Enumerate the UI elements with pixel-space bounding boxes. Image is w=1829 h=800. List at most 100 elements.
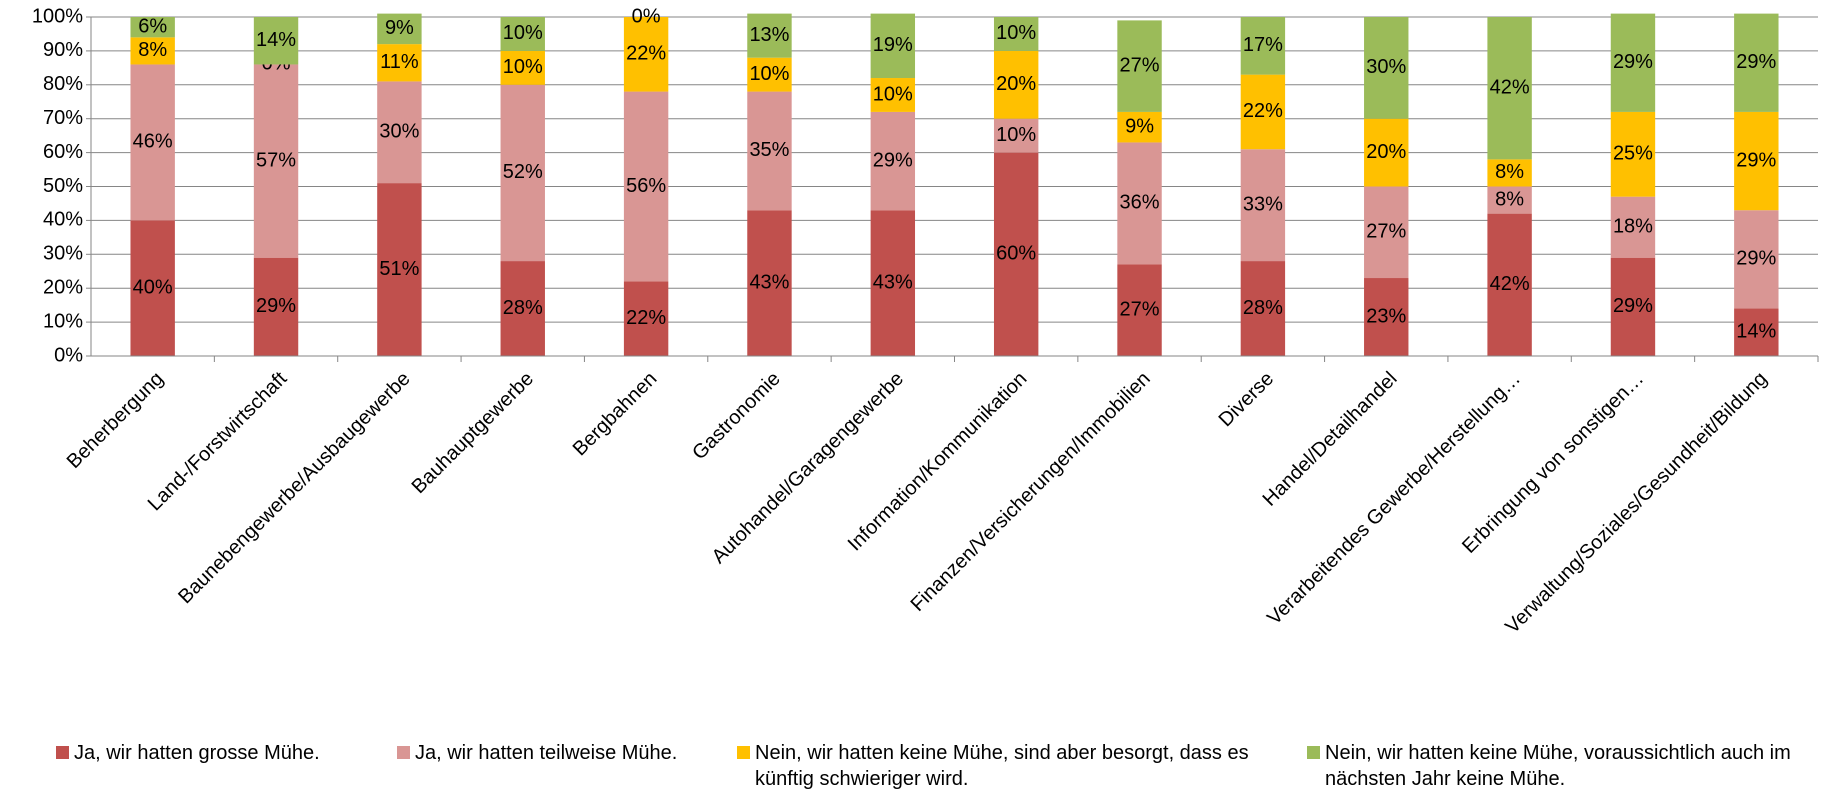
x-tick-label: Beherbergung <box>63 368 168 473</box>
legend-label: Nein, wir hatten keine Mühe, sind aber b… <box>755 742 1249 790</box>
bar-segment <box>377 44 422 82</box>
bar-segment <box>1117 264 1162 356</box>
bar-segment <box>993 152 1039 356</box>
bar-segment <box>747 210 792 356</box>
data-label: 18% <box>1613 215 1653 237</box>
data-label: 29% <box>873 149 913 171</box>
data-label: 56% <box>626 175 666 197</box>
bar-segment <box>253 64 299 258</box>
bar-segment <box>500 50 545 85</box>
bar-segment <box>1487 17 1532 160</box>
bar-segment <box>1364 186 1409 279</box>
data-label: 14% <box>1736 321 1776 343</box>
legend-swatch <box>56 746 69 759</box>
data-label: 20% <box>996 73 1036 95</box>
legend-swatch <box>397 746 410 759</box>
data-label: 10% <box>749 63 789 85</box>
bar-segment <box>1240 17 1286 75</box>
data-label: 10% <box>873 83 913 105</box>
data-label: 29% <box>1736 248 1776 270</box>
data-label: 22% <box>626 43 666 65</box>
bar-segment <box>1734 13 1779 112</box>
x-tick-label: Bergbahnen <box>569 368 662 461</box>
x-tick-label: Finanzen/Versicherungen/Immobilien <box>907 368 1155 616</box>
bar-segment <box>747 57 792 92</box>
bar-segment <box>870 111 916 211</box>
data-label: 28% <box>1243 297 1283 319</box>
data-label: 29% <box>1736 149 1776 171</box>
y-tick-label: 60% <box>43 141 83 163</box>
x-tick-label: Verwaltung/Soziales/Gesundheit/Bildung <box>1501 368 1771 638</box>
data-label: 17% <box>1243 34 1283 56</box>
x-tick-label: Gastronomie <box>688 368 785 465</box>
bar-segment <box>1487 213 1532 356</box>
data-label: 27% <box>1120 54 1160 76</box>
y-tick-label: 0% <box>54 344 83 366</box>
legend-item: Ja, wir hatten teilweise Mühe. <box>397 740 677 766</box>
y-tick-label: 40% <box>43 209 83 231</box>
legend-label: Ja, wir hatten teilweise Mühe. <box>415 742 678 764</box>
bar-segment <box>130 64 175 221</box>
data-label: 23% <box>1366 305 1406 327</box>
bar-segment <box>1364 278 1409 356</box>
data-label: 8% <box>138 39 167 61</box>
data-label: 36% <box>1120 192 1160 214</box>
data-label: 25% <box>1613 143 1653 165</box>
data-label: 43% <box>749 271 789 293</box>
data-label: 40% <box>133 276 173 298</box>
bar-segment <box>870 78 916 112</box>
data-label: 35% <box>749 139 789 161</box>
data-label: 22% <box>1243 100 1283 122</box>
y-tick-label: 80% <box>43 73 83 95</box>
data-label: 14% <box>256 29 296 51</box>
bar-segment <box>1610 196 1656 258</box>
legend-swatch <box>1307 746 1320 759</box>
bar-segment <box>1610 13 1656 112</box>
bar-segment <box>130 37 175 65</box>
x-tick-label: Verarbeitendes Gewerbe/Herstellung… <box>1263 368 1525 630</box>
data-label: 51% <box>379 258 419 280</box>
bar-segment <box>870 210 916 356</box>
bar-segment <box>1117 142 1162 265</box>
data-label: 10% <box>996 124 1036 146</box>
y-tick-label: 90% <box>43 39 83 61</box>
legend-label: Ja, wir hatten grosse Mühe. <box>74 742 320 764</box>
bar-segment <box>377 13 422 45</box>
bar-segment <box>623 17 669 92</box>
data-label: 20% <box>1366 141 1406 163</box>
x-tick-label: Handel/Detailhandel <box>1259 368 1402 511</box>
y-tick-label: 10% <box>43 310 83 332</box>
bar-segment <box>253 257 299 356</box>
data-label: 30% <box>379 121 419 143</box>
legend-item: Nein, wir hatten keine Mühe, sind aber b… <box>737 740 1307 792</box>
data-label: 57% <box>256 149 296 171</box>
data-label: 9% <box>385 17 414 39</box>
x-tick-label: Diverse <box>1215 368 1278 431</box>
data-label: 19% <box>873 34 913 56</box>
bar-segment <box>870 13 916 79</box>
chart-svg: 0% 10% 20% 30% 40% 50% 60% 70% 80% 90% 100% 40% 46% 8… <box>32 5 1819 638</box>
bar-segment <box>993 118 1039 153</box>
data-label: 0% <box>632 5 661 27</box>
bar-segment <box>747 91 792 211</box>
bar-segment <box>377 183 422 356</box>
bar-segment <box>1734 308 1779 356</box>
legend-item: Ja, wir hatten grosse Mühe. <box>56 740 320 766</box>
y-tick-label: 50% <box>43 175 83 197</box>
bar-segment <box>747 13 792 58</box>
bar-segment <box>1364 17 1409 119</box>
data-label: 10% <box>996 22 1036 44</box>
data-label: 13% <box>749 24 789 46</box>
bar-segment <box>1487 186 1532 214</box>
data-label: 27% <box>1366 221 1406 243</box>
bar-segment <box>130 17 175 38</box>
bar-segment <box>1610 111 1656 197</box>
data-label: 33% <box>1243 193 1283 215</box>
bar-segment <box>500 261 545 356</box>
x-tick-label: Bauhauptgewerbe <box>408 368 538 498</box>
data-label: 8% <box>1495 161 1524 183</box>
bar-segment <box>623 281 669 356</box>
data-label: 42% <box>1490 273 1530 295</box>
data-label: 8% <box>1495 188 1524 210</box>
